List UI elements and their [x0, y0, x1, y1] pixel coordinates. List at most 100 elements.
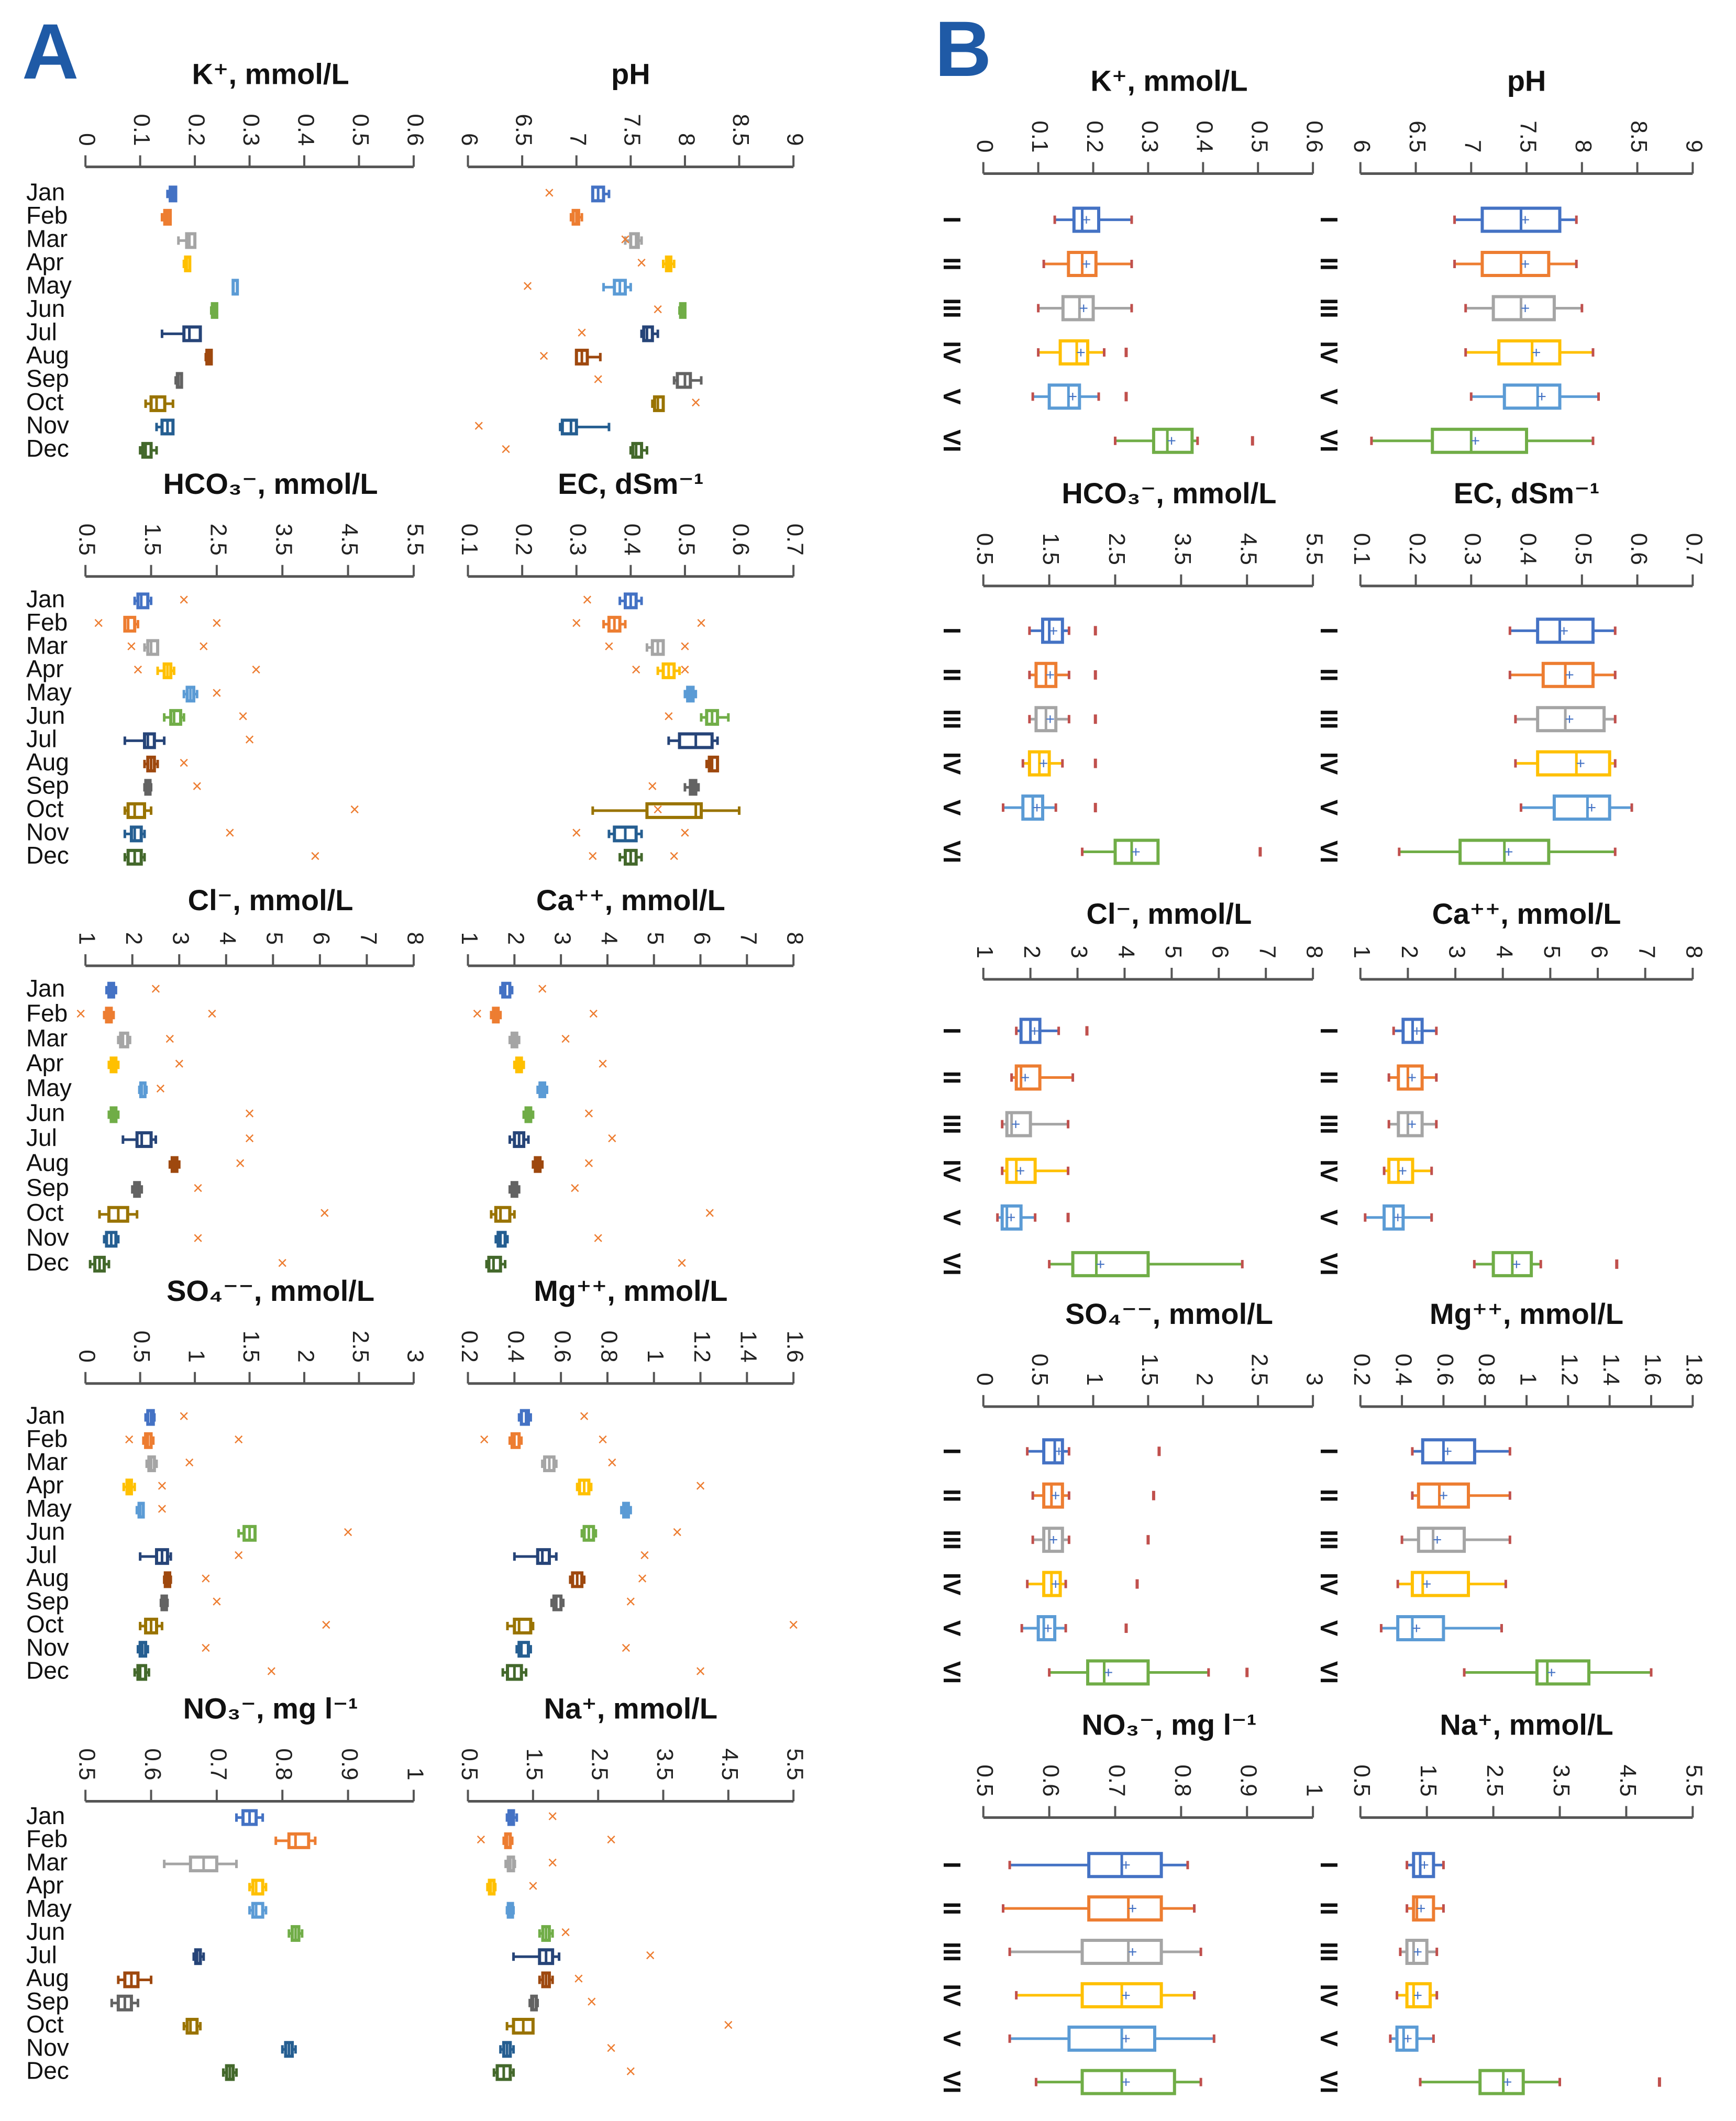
tick-label: 6: [308, 932, 334, 945]
outlier-point: ×: [179, 1407, 189, 1427]
box-Oct: ×: [490, 1203, 715, 1223]
category-label: Aug: [26, 341, 69, 369]
tick-label: 0.3: [565, 524, 591, 556]
outlier-point: ×: [631, 660, 642, 680]
box-iqr: [1397, 1111, 1424, 1137]
box-Sep: ×: [528, 1992, 597, 2012]
category-label: Mar: [26, 1848, 68, 1875]
category-label: Aug: [26, 748, 69, 776]
category-label: V: [938, 1620, 966, 1637]
tick-label: 0.6: [402, 114, 428, 146]
box-IV: +: [1383, 1157, 1433, 1184]
box-Dec: ×: [133, 1661, 277, 1681]
outlier-point: ×: [620, 229, 631, 249]
box-Oct: [144, 395, 174, 412]
tick-label: 0.3: [1460, 533, 1486, 565]
tick-label: 0.4: [293, 114, 318, 146]
box-II: +: [1387, 1064, 1438, 1091]
tick-label: 3.5: [271, 524, 297, 556]
outlier-point: ×: [184, 1453, 195, 1473]
box-Nov: ×: [515, 1638, 631, 1658]
outlier-point: ×: [653, 300, 663, 319]
box-iqr: [135, 1131, 153, 1148]
category-label: Jul: [26, 725, 57, 753]
mean-marker: +: [1408, 1116, 1417, 1133]
category-label: IV: [938, 1573, 966, 1596]
tick-label: 2: [293, 1350, 318, 1362]
outlier-point: ×: [473, 416, 484, 436]
box-iqr: [1431, 427, 1529, 454]
tick-label: 1.5: [522, 1748, 547, 1780]
box-IV: +: [1021, 750, 1097, 777]
box-Jun: ×: [664, 706, 730, 726]
category-label: Sep: [26, 365, 69, 392]
box-V: +: [1031, 383, 1128, 410]
box-IV: +: [1514, 750, 1617, 777]
tick-label: 7: [1634, 945, 1660, 958]
box-V: +: [1002, 794, 1097, 821]
tick-label: 0.5: [673, 524, 699, 556]
box-Apr: × ×: [133, 660, 262, 680]
outlier-point: ×: [584, 1154, 594, 1174]
box-IV: +: [1464, 339, 1595, 366]
box-Mar: × ×: [604, 636, 690, 656]
outlier-point: ×: [544, 183, 555, 203]
tick-label: 0.3: [238, 114, 264, 146]
box-VI: +: [1081, 838, 1262, 865]
box-iqr: [1113, 838, 1160, 865]
outlier-point: ×: [192, 776, 202, 796]
box-Jun: ×: [163, 706, 248, 726]
box-Nov: × ×: [571, 823, 690, 843]
tick-label: 1.8: [1682, 1354, 1707, 1386]
category-label: Sep: [26, 772, 69, 799]
box-Mar: ×: [117, 1029, 175, 1049]
mean-marker: +: [1417, 1900, 1426, 1917]
tick-label: 5.5: [1682, 1764, 1707, 1796]
box-iqr: [1387, 1157, 1414, 1184]
category-label: IV: [1315, 1984, 1343, 2007]
box-May: [248, 1902, 268, 1919]
box-II: +: [1010, 1064, 1075, 1091]
category-label: Jun: [26, 1918, 65, 1945]
tick-label: 8.5: [728, 114, 754, 146]
mean-marker: +: [1068, 388, 1078, 405]
box-Feb: × ×: [571, 613, 706, 633]
mean-marker: +: [1521, 212, 1530, 229]
box-iqr: [1080, 2069, 1176, 2095]
outlier-point: ×: [672, 1522, 682, 1542]
category-label: I: [1315, 1448, 1343, 1455]
tick-label: 7.5: [1515, 120, 1541, 152]
tick-label: 3: [1066, 945, 1092, 958]
outlier-point: ×: [164, 1029, 175, 1049]
box-IV: +: [1015, 1982, 1196, 2008]
box-Sep: ×: [131, 1178, 203, 1198]
mean-marker: +: [1082, 256, 1091, 273]
outlier-point: ×: [245, 1129, 255, 1148]
tick-label: 0.2: [1405, 533, 1430, 565]
box-III: +: [1400, 1527, 1511, 1553]
box-Dec: × ×: [588, 846, 679, 866]
outlier-point: ×: [607, 1129, 617, 1148]
box-VI: +: [1048, 1659, 1249, 1686]
box-Aug: ×: [143, 753, 189, 773]
tick-label: 0.7: [1682, 533, 1707, 565]
box-I: +: [1015, 1018, 1089, 1044]
box-iqr: [185, 2017, 199, 2035]
mean-marker: +: [1420, 1857, 1429, 1874]
category-label: Aug: [26, 1149, 69, 1176]
box-iqr: [1412, 1852, 1435, 1879]
box-iqr: [1405, 1982, 1432, 2008]
panel-title: EC, dSm⁻¹: [1454, 477, 1599, 510]
tick-label: 0.6: [550, 1331, 576, 1363]
category-label: II: [938, 668, 966, 682]
tick-label: 1.6: [782, 1331, 808, 1363]
category-label: Sep: [26, 1987, 69, 2015]
box-Mar: ×: [504, 1853, 558, 1873]
box-Apr: × ×: [631, 660, 690, 680]
box-iqr: [1541, 661, 1595, 688]
box-iqr: [142, 732, 156, 749]
category-label: III: [1315, 1530, 1343, 1550]
category-label: I: [938, 1448, 966, 1455]
box-iqr: [645, 802, 703, 819]
box-Sep: [110, 1994, 139, 2012]
